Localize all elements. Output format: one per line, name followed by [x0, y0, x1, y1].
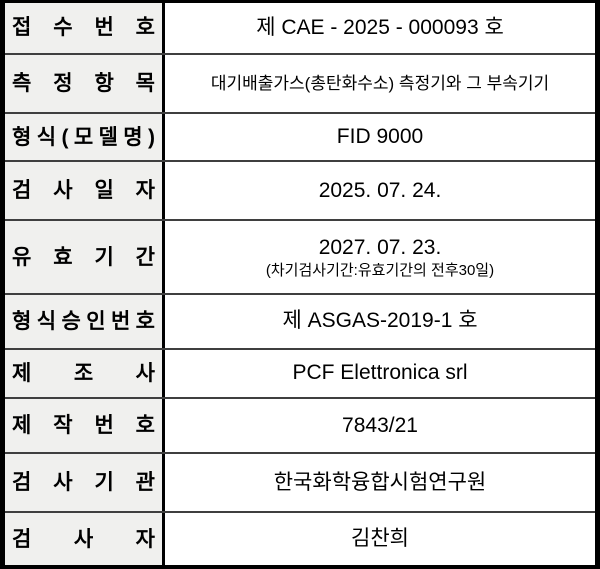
- row-value: 김찬희: [351, 527, 409, 551]
- row-value: 2025. 07. 24.: [318, 178, 442, 202]
- row-value: 한국화학융합시험연구원: [273, 470, 487, 494]
- row-label: 형 식(모 델 명): [12, 125, 155, 149]
- row-value: 7843/21: [342, 413, 418, 437]
- row-value: 2027. 07. 23.: [318, 235, 442, 259]
- row-value-cell: 7843/21: [165, 399, 595, 452]
- row-value-cell: PCF Elettronica srl: [165, 349, 595, 398]
- row-value-cell: 한국화학융합시험연구원: [165, 453, 595, 512]
- row-value: 대기배출가스(총탄화수소) 측정기와 그 부속기기: [210, 73, 550, 93]
- row-value: FID 9000: [336, 124, 424, 148]
- row-value-cell: 김찬희: [165, 513, 595, 565]
- row-value-cell: 제 ASGAS-2019-1 호: [165, 295, 595, 348]
- table-row-model-name: 형 식(모 델 명) FID 9000: [5, 112, 595, 160]
- row-value: 제 ASGAS-2019-1 호: [282, 309, 478, 333]
- row-label-cell: 형 식(모 델 명): [5, 114, 165, 160]
- row-value-cell: 제 CAE - 2025 - 000093 호: [165, 3, 595, 53]
- row-value-cell: 대기배출가스(총탄화수소) 측정기와 그 부속기기: [165, 54, 595, 113]
- row-value-cell: 2027. 07. 23. (차기검사기간:유효기간의 전후30일): [165, 221, 595, 294]
- row-value-note: (차기검사기간:유효기간의 전후30일): [265, 261, 495, 279]
- row-value-cell: 2025. 07. 24.: [165, 161, 595, 220]
- row-value: 제 CAE - 2025 - 000093 호: [256, 15, 504, 39]
- row-value-cell: FID 9000: [165, 114, 595, 160]
- row-value: PCF Elettronica srl: [292, 361, 468, 385]
